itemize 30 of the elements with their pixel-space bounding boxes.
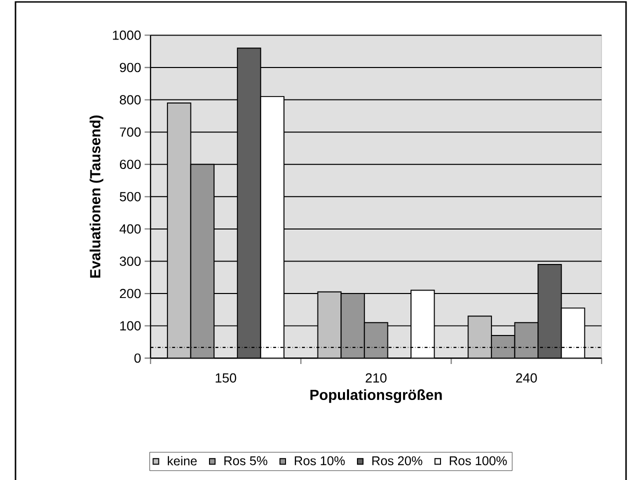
- bar: [236, 47, 262, 358]
- bar: [410, 290, 435, 358]
- y-tick-label: 800: [120, 94, 141, 104]
- y-tick-label: 1000: [112, 30, 141, 40]
- bar: [166, 102, 192, 358]
- bar: [190, 164, 215, 358]
- bar: [538, 264, 562, 358]
- y-tick-label: 0: [134, 353, 141, 363]
- legend-label: Ros 100%: [450, 456, 507, 466]
- bar: [560, 307, 586, 358]
- bar: [317, 291, 342, 358]
- bar: [468, 315, 492, 358]
- legend-label: Ros 20%: [372, 456, 422, 466]
- x-tick-label: 210: [366, 373, 387, 382]
- y-tick-label: 900: [120, 62, 141, 72]
- legend-label: Ros 10%: [294, 456, 345, 466]
- y-tick-label: 600: [120, 160, 141, 169]
- x-tick-label: 150: [216, 373, 236, 382]
- bar: [260, 96, 284, 358]
- y-axis-title: Evaluationen (Tausend): [90, 115, 104, 278]
- x-tick-label: 240: [516, 373, 537, 382]
- y-tick-label: 100: [120, 320, 141, 330]
- x-axis-title: Populationsgrößen: [310, 389, 442, 403]
- y-tick-label: 400: [120, 224, 141, 234]
- legend-label: Ros 5%: [224, 456, 268, 466]
- y-tick-label: 300: [120, 256, 141, 266]
- legend-label: keine: [168, 456, 197, 466]
- y-tick-label: 200: [120, 288, 141, 298]
- y-tick-label: 500: [120, 192, 141, 202]
- y-tick-label: 700: [120, 127, 141, 137]
